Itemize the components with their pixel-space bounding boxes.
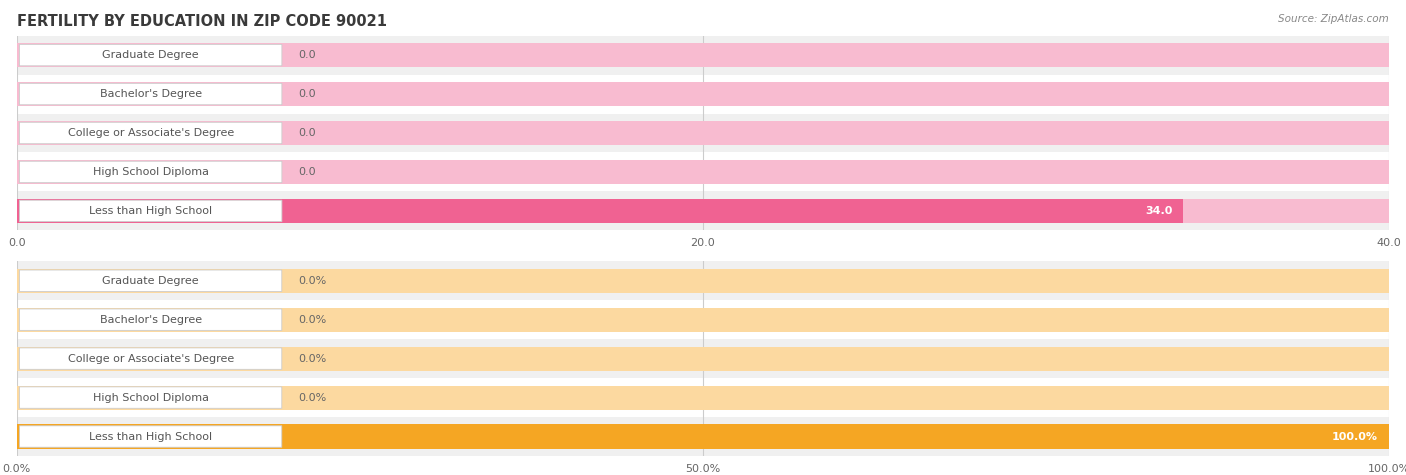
FancyBboxPatch shape bbox=[20, 426, 281, 447]
Text: College or Associate's Degree: College or Associate's Degree bbox=[67, 128, 233, 138]
Bar bbox=[17, 261, 1389, 300]
FancyBboxPatch shape bbox=[20, 270, 281, 292]
Text: Graduate Degree: Graduate Degree bbox=[103, 276, 200, 286]
Text: High School Diploma: High School Diploma bbox=[93, 167, 208, 177]
Bar bbox=[17, 43, 1389, 67]
Text: 0.0: 0.0 bbox=[298, 50, 316, 60]
Bar bbox=[17, 425, 1389, 448]
Text: 0.0%: 0.0% bbox=[298, 353, 326, 364]
Bar bbox=[17, 160, 1389, 184]
Text: 0.0%: 0.0% bbox=[298, 392, 326, 403]
FancyBboxPatch shape bbox=[20, 348, 281, 370]
Text: College or Associate's Degree: College or Associate's Degree bbox=[67, 353, 233, 364]
Bar bbox=[17, 425, 1389, 448]
Bar bbox=[17, 199, 1184, 223]
Text: 100.0%: 100.0% bbox=[1331, 431, 1378, 442]
Text: FERTILITY BY EDUCATION IN ZIP CODE 90021: FERTILITY BY EDUCATION IN ZIP CODE 90021 bbox=[17, 14, 387, 29]
FancyBboxPatch shape bbox=[20, 44, 281, 66]
Text: Less than High School: Less than High School bbox=[89, 206, 212, 216]
Text: 34.0: 34.0 bbox=[1144, 206, 1173, 216]
Bar bbox=[17, 386, 1389, 409]
Text: Less than High School: Less than High School bbox=[89, 431, 212, 442]
FancyBboxPatch shape bbox=[20, 161, 281, 183]
Bar bbox=[17, 347, 1389, 370]
Bar bbox=[17, 75, 1389, 114]
Bar bbox=[17, 199, 1389, 223]
Text: 0.0%: 0.0% bbox=[298, 276, 326, 286]
Text: Bachelor's Degree: Bachelor's Degree bbox=[100, 89, 201, 99]
Bar bbox=[17, 152, 1389, 191]
Bar bbox=[17, 378, 1389, 417]
Bar bbox=[17, 82, 1389, 106]
FancyBboxPatch shape bbox=[20, 387, 281, 408]
Bar bbox=[17, 339, 1389, 378]
Text: 0.0: 0.0 bbox=[298, 128, 316, 138]
Bar bbox=[17, 121, 1389, 145]
FancyBboxPatch shape bbox=[20, 200, 281, 222]
FancyBboxPatch shape bbox=[20, 83, 281, 105]
Text: High School Diploma: High School Diploma bbox=[93, 392, 208, 403]
Bar bbox=[17, 36, 1389, 75]
Text: Source: ZipAtlas.com: Source: ZipAtlas.com bbox=[1278, 14, 1389, 24]
Text: Bachelor's Degree: Bachelor's Degree bbox=[100, 314, 201, 325]
Bar bbox=[17, 114, 1389, 152]
Bar bbox=[17, 269, 1389, 293]
Bar bbox=[17, 417, 1389, 456]
Text: 0.0: 0.0 bbox=[298, 89, 316, 99]
FancyBboxPatch shape bbox=[20, 122, 281, 144]
Text: Graduate Degree: Graduate Degree bbox=[103, 50, 200, 60]
Text: 0.0: 0.0 bbox=[298, 167, 316, 177]
Bar bbox=[17, 300, 1389, 339]
Text: 0.0%: 0.0% bbox=[298, 314, 326, 325]
Bar bbox=[17, 191, 1389, 230]
FancyBboxPatch shape bbox=[20, 309, 281, 331]
Bar bbox=[17, 308, 1389, 332]
